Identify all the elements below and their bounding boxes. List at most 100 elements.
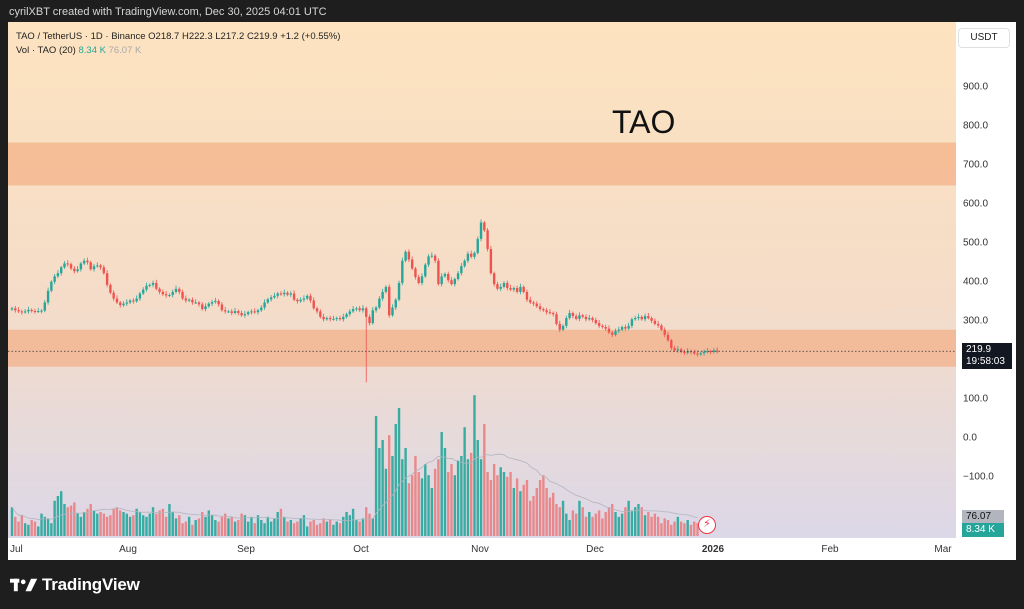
volume-bar <box>14 516 17 536</box>
candle <box>119 300 122 308</box>
volume-bar <box>571 510 575 536</box>
volume-bar <box>650 516 653 536</box>
volume-bar <box>158 510 161 536</box>
volume-bar <box>679 521 683 536</box>
volume-bar <box>23 523 27 536</box>
lightning-icon[interactable]: ⚡ <box>698 516 716 534</box>
candle <box>568 309 571 320</box>
candle <box>466 251 470 264</box>
currency-selector-button[interactable]: USDT <box>958 28 1010 48</box>
candle <box>607 325 611 335</box>
volume-bar <box>361 518 365 536</box>
volume-bar <box>256 515 260 536</box>
candle <box>296 298 299 304</box>
candle <box>276 291 279 299</box>
tradingview-logo[interactable]: TradingView <box>10 575 140 595</box>
candle <box>319 309 322 319</box>
volume-bar <box>112 508 115 536</box>
candle <box>460 263 463 276</box>
volume-bar <box>558 507 561 536</box>
volume-bar <box>604 512 607 536</box>
candle <box>14 305 17 313</box>
candle <box>479 219 483 242</box>
volume-bar <box>328 520 332 536</box>
candle <box>555 311 558 326</box>
chart-area[interactable]: 900.0 800.0 700.0 600.0 500.0 400.0 300.0 100.0… <box>8 22 1016 560</box>
volume-bar <box>617 516 620 536</box>
candle <box>440 273 443 287</box>
candle <box>20 309 24 315</box>
candlestick-chart[interactable]: 900.0 800.0 700.0 600.0 500.0 400.0 300.0 100.0… <box>8 22 1016 560</box>
candle <box>496 281 499 291</box>
x-tick-label: Nov <box>471 544 489 555</box>
candle <box>69 262 73 271</box>
volume-bar <box>588 512 591 536</box>
symbol-info: TAO / TetherUS · 1D · Binance <box>16 31 146 42</box>
candle <box>63 261 66 269</box>
x-tick-label: Feb <box>821 544 839 555</box>
volume-bar <box>552 492 555 536</box>
volume-bar <box>447 472 450 536</box>
volume-bar <box>512 488 516 536</box>
volume-bar <box>427 475 430 536</box>
volume-bar <box>470 452 473 536</box>
candle <box>155 279 158 291</box>
volume-bar <box>250 516 253 536</box>
volume-bar <box>479 459 483 536</box>
candle <box>89 260 92 271</box>
volume-bar <box>260 520 263 536</box>
chart-annotation-text: TAO <box>612 104 676 140</box>
candle <box>214 297 217 304</box>
candle <box>525 289 529 303</box>
candle <box>381 288 384 301</box>
candle <box>128 298 132 305</box>
candle <box>437 258 440 286</box>
candle <box>552 311 555 317</box>
volume-bar <box>69 505 73 536</box>
volume-bar <box>574 513 578 536</box>
volume-bar <box>410 475 414 536</box>
candle <box>519 283 522 295</box>
x-tick-label: Mar <box>934 544 952 555</box>
candle <box>181 289 184 301</box>
candle <box>283 289 286 297</box>
time-axis-background <box>8 538 1016 560</box>
volume-bar <box>499 467 502 536</box>
volume-bar <box>647 512 650 536</box>
volume-bar <box>614 512 617 536</box>
candle <box>420 273 424 286</box>
volume-bar <box>66 507 69 536</box>
candle <box>499 283 502 292</box>
volume-bar <box>371 518 374 536</box>
candle <box>135 295 138 303</box>
volume-bar <box>637 504 640 536</box>
candle <box>476 236 479 255</box>
volume-bar <box>40 513 43 536</box>
volume-bar <box>666 520 670 536</box>
candle <box>663 327 666 338</box>
candle <box>565 315 568 329</box>
volume-bar <box>538 480 542 536</box>
volume-bar <box>365 507 368 536</box>
supply-demand-zone <box>8 142 956 186</box>
candle <box>256 308 260 315</box>
volume-bar <box>611 504 614 536</box>
candle <box>581 313 584 319</box>
volume-bar <box>299 518 302 536</box>
volume-bar <box>450 464 453 536</box>
candle <box>617 326 620 334</box>
volume-bar <box>37 526 40 536</box>
candle <box>142 287 145 296</box>
volume-bar <box>388 435 391 536</box>
volume-bar <box>453 475 456 536</box>
volume-bar <box>404 448 407 536</box>
volume-bar <box>243 515 247 536</box>
volume-bar <box>319 523 322 536</box>
volume-bar <box>138 512 142 536</box>
volume-bar <box>486 472 489 536</box>
x-tick-label: Jul <box>10 544 23 555</box>
volume-bar <box>197 518 201 536</box>
volume-bar <box>689 524 693 536</box>
volume-bar <box>643 515 647 536</box>
volume-bar <box>237 520 240 536</box>
